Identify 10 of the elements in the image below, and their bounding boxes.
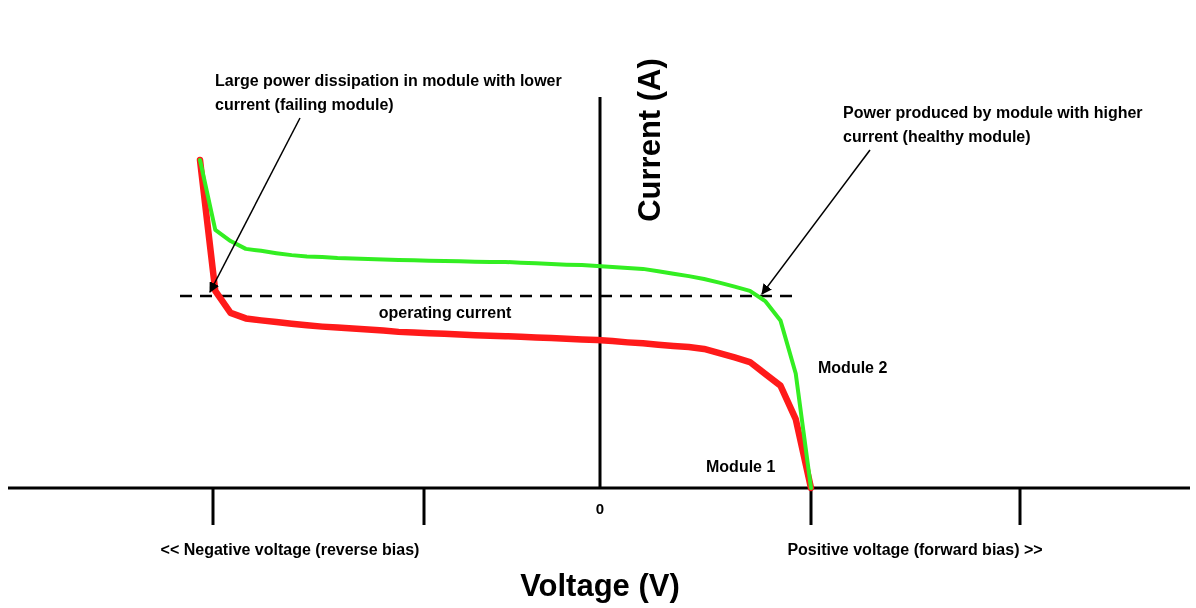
x-axis-title: Voltage (V) [520,568,680,603]
text: Positive voltage (forward bias) >> [787,541,1043,558]
y-axis-title: Current (A) [632,58,667,222]
text: Power produced by module with higher current (healthy module) [843,104,1143,145]
text: << Negative voltage (reverse bias) [160,541,420,558]
series-label: Module 1 [706,458,776,475]
text: Large power dissipation in module with lower current (failing module) [215,72,562,113]
text: 0 [595,500,605,517]
ref-line-label: operating current [378,304,512,322]
series-label: Module 2 [818,359,888,376]
